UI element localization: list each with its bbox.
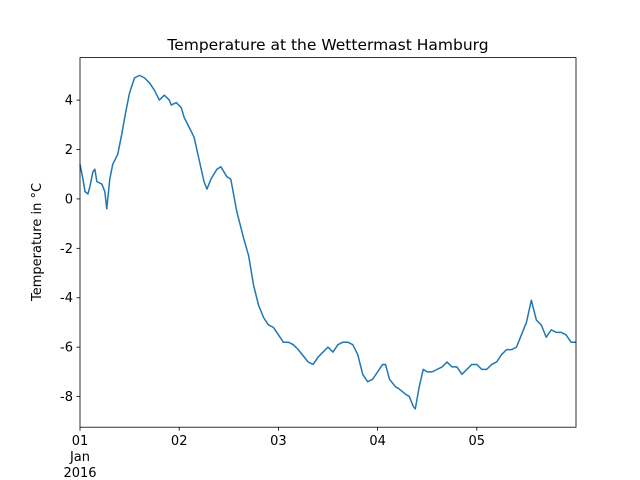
plot-frame — [79, 57, 577, 428]
y-tick-label: 2 — [65, 143, 73, 158]
y-tick-label: -8 — [60, 390, 73, 405]
x-tick-sublabel: 2016 — [63, 466, 96, 480]
x-tick-label: 03 — [270, 434, 287, 449]
x-tick-label: 05 — [469, 434, 486, 449]
x-tick-label: 01 — [72, 434, 89, 449]
data-line — [79, 74, 576, 410]
x-tick-label: 02 — [171, 434, 188, 449]
y-tick-label: 4 — [65, 94, 73, 109]
chart-title: Temperature at the Wettermast Hamburg — [166, 36, 488, 54]
y-tick-label: -2 — [60, 242, 73, 257]
y-tick-label: -6 — [60, 341, 73, 356]
y-tick-label: -4 — [60, 291, 73, 306]
y-tick-label: 0 — [65, 192, 73, 207]
x-tick-label: 04 — [369, 434, 386, 449]
y-axis-label: Temperature in °C — [30, 183, 45, 302]
x-tick-sublabel: Jan — [69, 450, 90, 465]
